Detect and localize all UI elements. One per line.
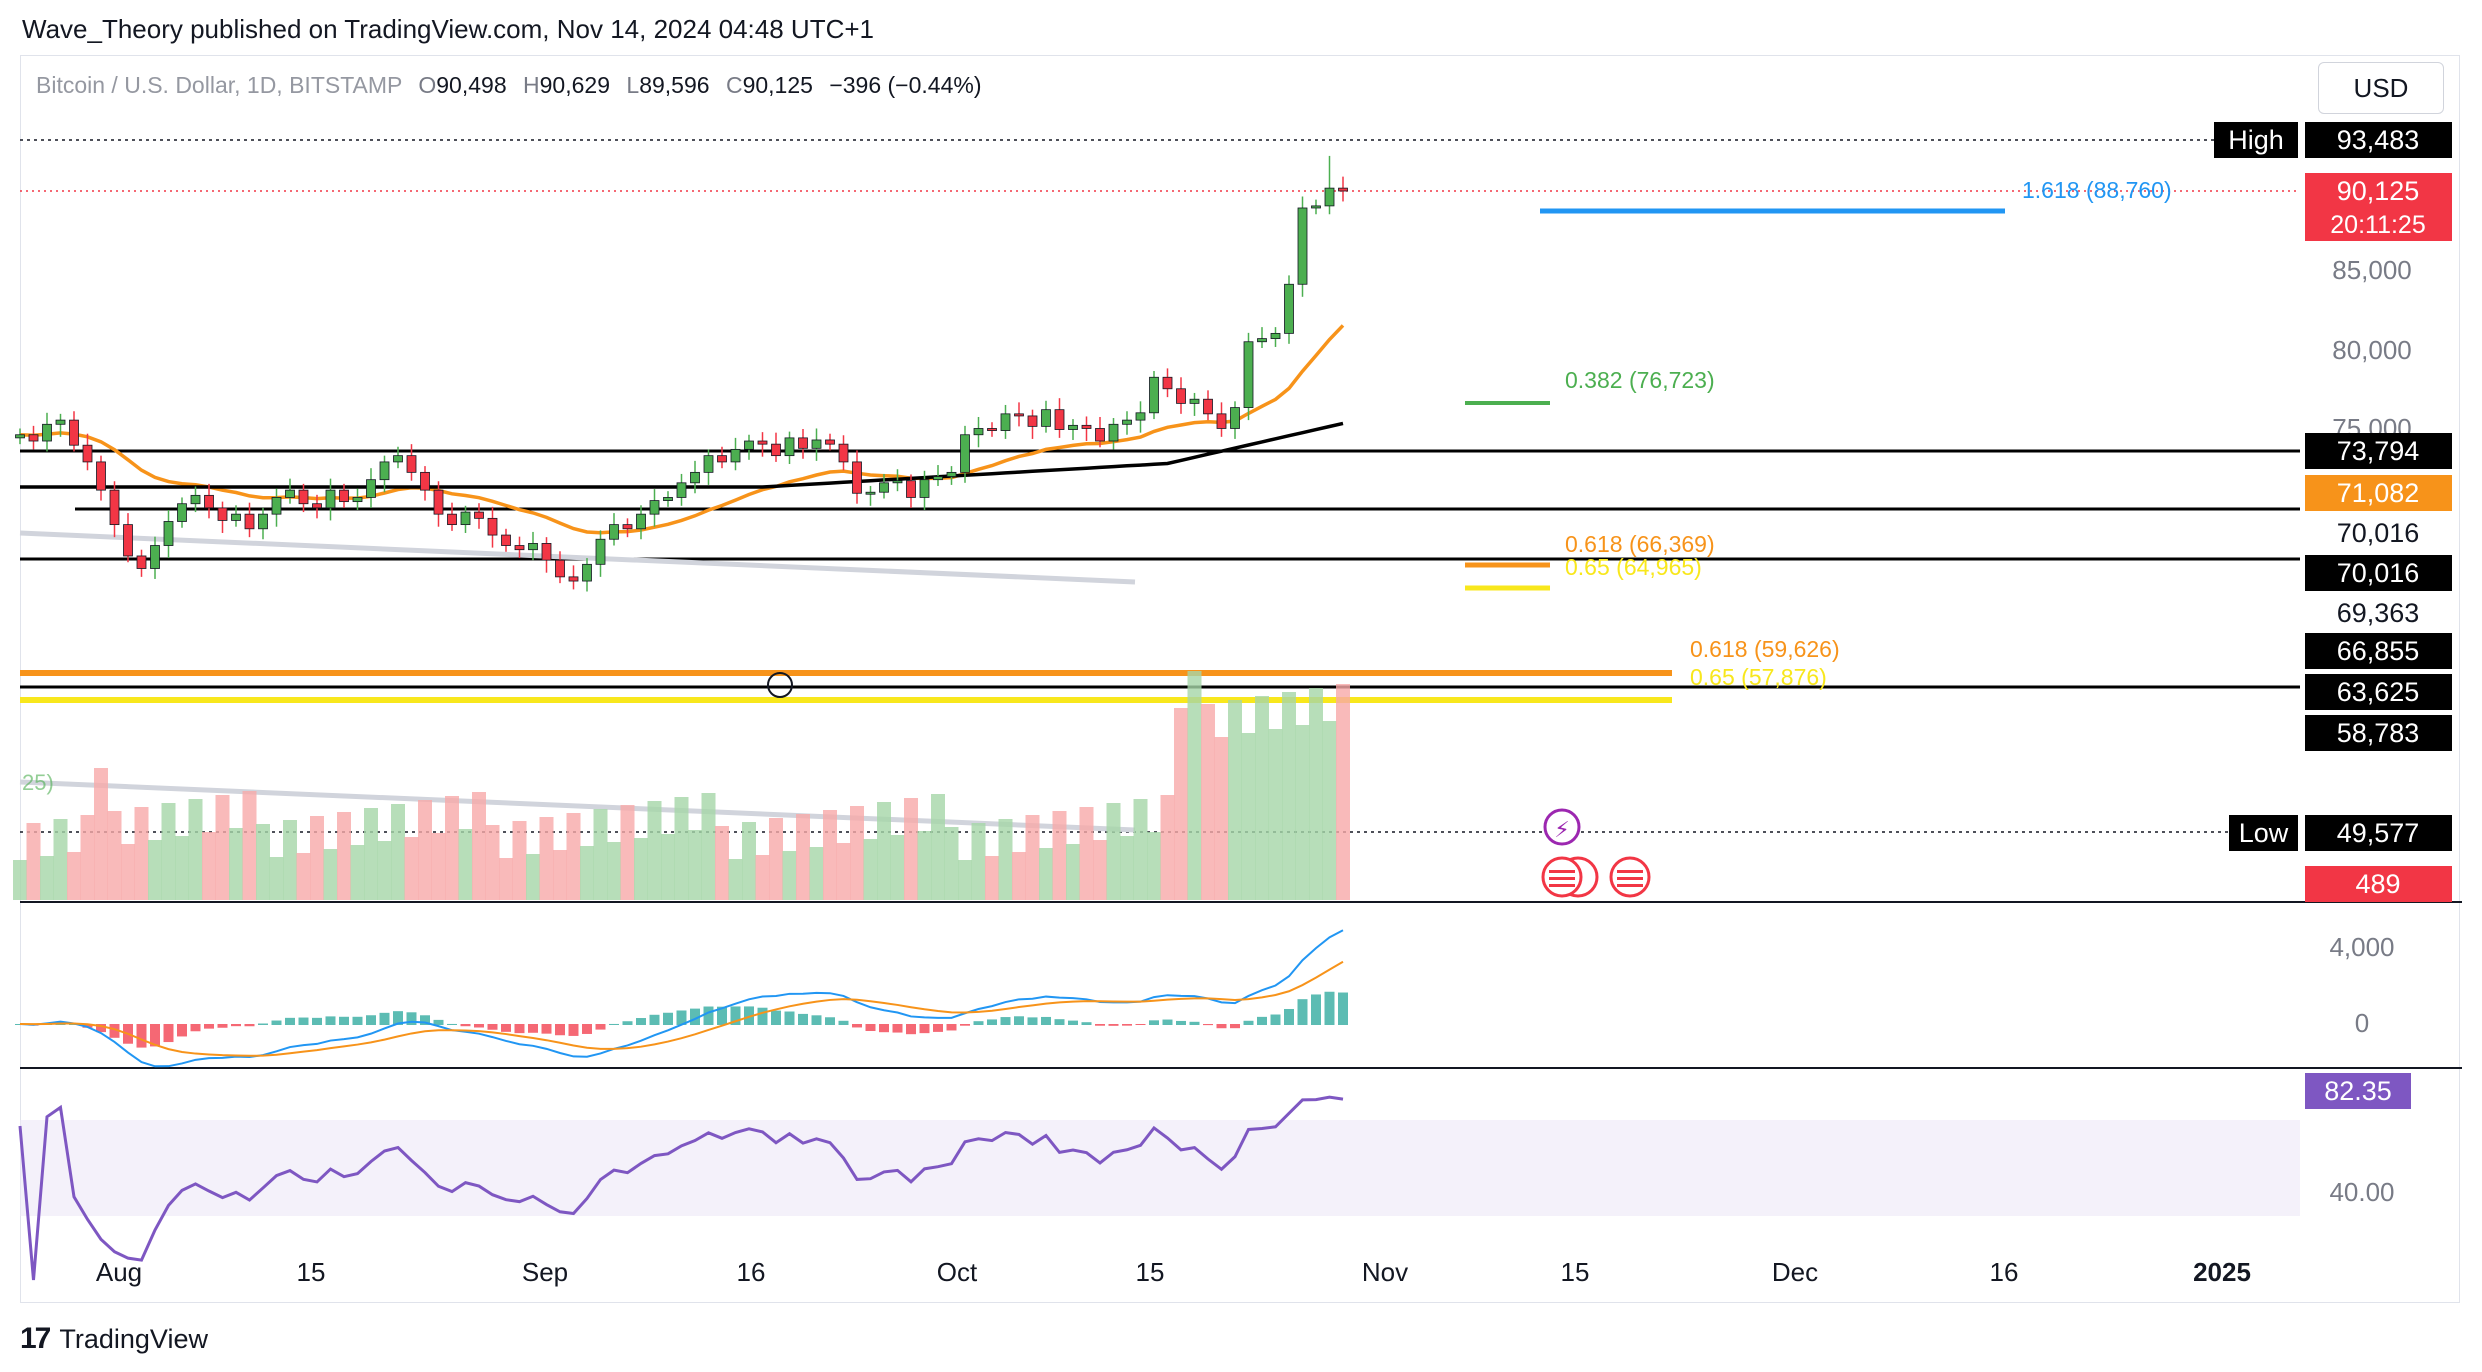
chart-frame[interactable] <box>20 55 2460 1303</box>
low-key: L <box>626 72 640 98</box>
open-value: 90,498 <box>436 72 507 98</box>
high-value: 90,629 <box>539 72 610 98</box>
footer-brand-text: TradingView <box>59 1323 208 1354</box>
high-key: H <box>523 72 540 98</box>
footer-brand[interactable]: 17 TradingView <box>20 1322 208 1356</box>
tradingview-logo-icon: 17 <box>20 1322 51 1355</box>
open-key: O <box>418 72 437 98</box>
publisher-line: Wave_Theory published on TradingView.com… <box>22 14 874 44</box>
close-key: C <box>725 72 743 98</box>
symbol-title[interactable]: Bitcoin / U.S. Dollar, 1D, BITSTAMP <box>36 72 402 98</box>
close-value: 90,125 <box>742 72 813 98</box>
currency-button[interactable]: USD <box>2318 62 2444 114</box>
ohlc-legend: Bitcoin / U.S. Dollar, 1D, BITSTAMP O90,… <box>36 72 981 99</box>
change-value: −396 (−0.44%) <box>829 72 982 98</box>
low-value: 89,596 <box>639 72 710 98</box>
